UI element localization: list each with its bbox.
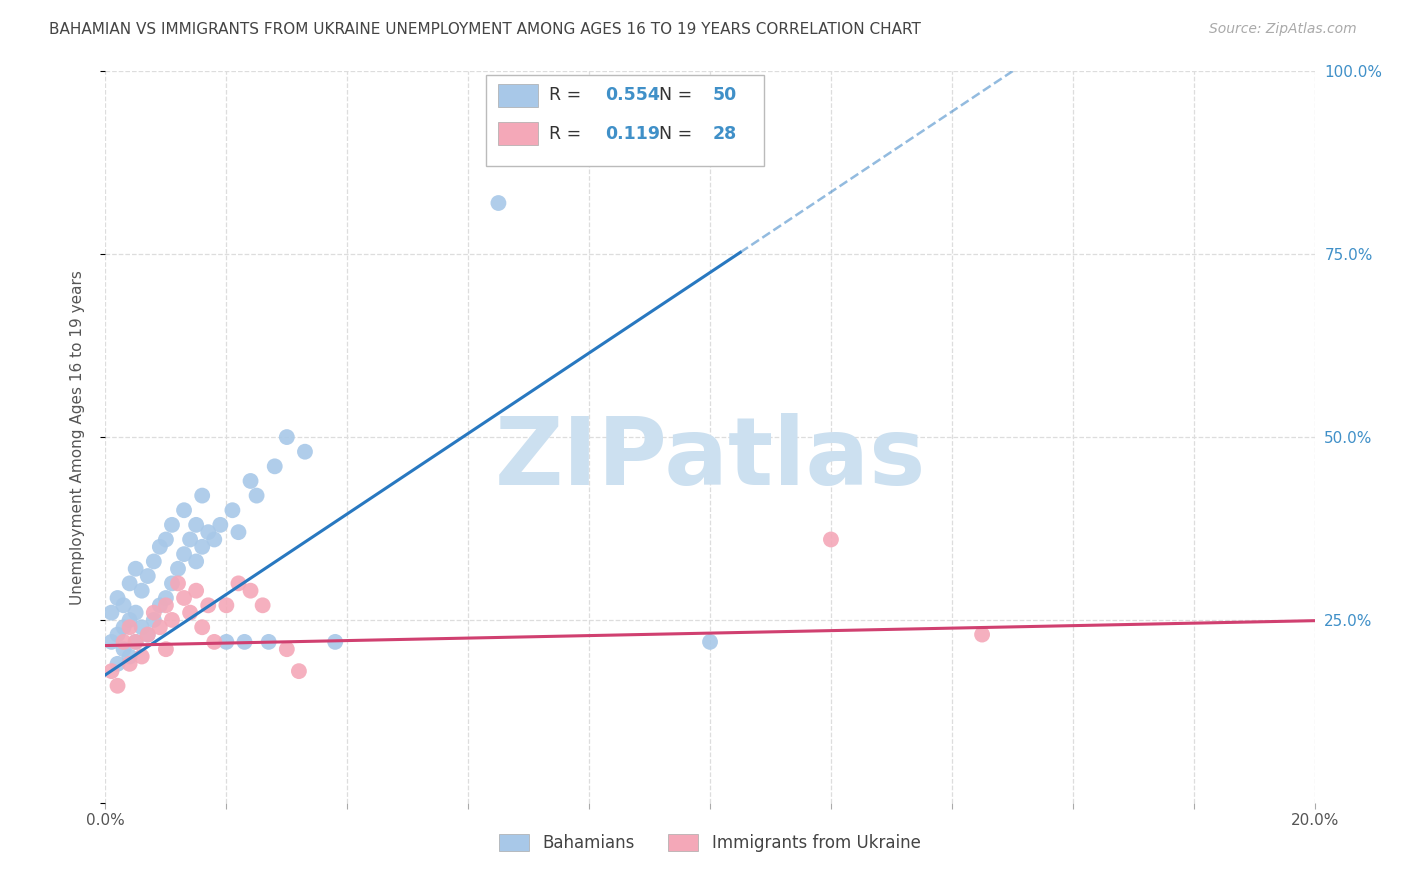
Point: [149, 599, 172, 613]
Y-axis label: Unemployment Among Ages 16 to 19 years: Unemployment Among Ages 16 to 19 years: [70, 269, 84, 605]
Point: [118, 620, 141, 634]
Point: [149, 620, 172, 634]
Point: [107, 591, 129, 605]
Point: [131, 620, 153, 634]
Point: [125, 606, 148, 620]
Point: [239, 583, 262, 598]
Point: [173, 547, 195, 561]
Point: [100, 635, 122, 649]
Point: [191, 540, 214, 554]
Point: [136, 627, 159, 641]
Text: BAHAMIAN VS IMMIGRANTS FROM UKRAINE UNEMPLOYMENT AMONG AGES 16 TO 19 YEARS CORRE: BAHAMIAN VS IMMIGRANTS FROM UKRAINE UNEM…: [49, 22, 921, 37]
Point: [173, 591, 195, 605]
Point: [112, 599, 135, 613]
Point: [125, 635, 148, 649]
Point: [179, 533, 201, 547]
Point: [167, 562, 190, 576]
Point: [142, 554, 165, 568]
Point: [125, 562, 148, 576]
Point: [288, 664, 311, 678]
Point: [323, 635, 346, 649]
Point: [100, 606, 122, 620]
Text: 0.554: 0.554: [605, 86, 659, 103]
Point: [173, 503, 195, 517]
Text: R =: R =: [550, 86, 586, 103]
Point: [276, 430, 298, 444]
Point: [118, 649, 141, 664]
Point: [246, 489, 269, 503]
Point: [142, 606, 165, 620]
Point: [699, 635, 721, 649]
Point: [239, 474, 262, 488]
Point: [197, 599, 219, 613]
Point: [160, 517, 183, 532]
Point: [252, 599, 274, 613]
Point: [233, 635, 256, 649]
Point: [257, 635, 280, 649]
Point: [488, 196, 510, 211]
Point: [112, 642, 135, 657]
Point: [149, 540, 172, 554]
Bar: [499, 122, 538, 145]
Point: [191, 489, 214, 503]
Point: [202, 635, 225, 649]
Text: N =: N =: [648, 125, 699, 143]
Bar: [499, 84, 538, 107]
Point: [136, 569, 159, 583]
Text: Source: ZipAtlas.com: Source: ZipAtlas.com: [1209, 22, 1357, 37]
Point: [228, 576, 250, 591]
Point: [215, 635, 238, 649]
Point: [118, 576, 141, 591]
Point: [263, 459, 285, 474]
Point: [186, 554, 208, 568]
Point: [125, 635, 148, 649]
Point: [118, 657, 141, 671]
Point: [142, 613, 165, 627]
Text: 28: 28: [713, 125, 737, 143]
Point: [160, 576, 183, 591]
Text: 50: 50: [713, 86, 737, 103]
Point: [100, 664, 122, 678]
Point: [107, 679, 129, 693]
Point: [136, 627, 159, 641]
Point: [155, 533, 177, 547]
Text: R =: R =: [550, 125, 592, 143]
Point: [155, 599, 177, 613]
Point: [160, 613, 183, 627]
Point: [202, 533, 225, 547]
Point: [228, 525, 250, 540]
Point: [276, 642, 298, 657]
FancyBboxPatch shape: [486, 75, 765, 167]
Point: [197, 525, 219, 540]
Point: [215, 599, 238, 613]
Point: [167, 576, 190, 591]
Point: [186, 517, 208, 532]
Legend: Bahamians, Immigrants from Ukraine: Bahamians, Immigrants from Ukraine: [491, 825, 929, 860]
Point: [191, 620, 214, 634]
Point: [107, 657, 129, 671]
Point: [820, 533, 842, 547]
Point: [112, 620, 135, 634]
Point: [294, 444, 316, 458]
Text: N =: N =: [648, 86, 699, 103]
Point: [970, 627, 993, 641]
Point: [107, 627, 129, 641]
Point: [155, 591, 177, 605]
Text: ZIPatlas: ZIPatlas: [495, 413, 925, 505]
Point: [179, 606, 201, 620]
Point: [131, 583, 153, 598]
Point: [155, 642, 177, 657]
Point: [186, 583, 208, 598]
Point: [221, 503, 243, 517]
Point: [112, 635, 135, 649]
Point: [118, 613, 141, 627]
Point: [209, 517, 232, 532]
Text: 0.119: 0.119: [605, 125, 659, 143]
Point: [131, 649, 153, 664]
